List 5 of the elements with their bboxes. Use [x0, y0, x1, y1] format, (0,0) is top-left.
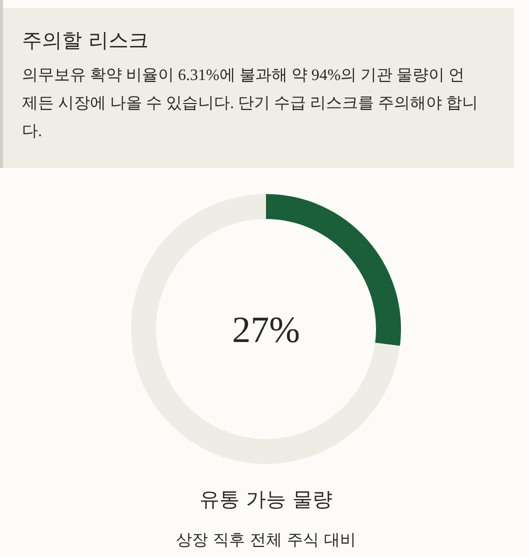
text: 상장 직후 전체 주식 대비 [176, 530, 356, 549]
text: 유통 가능 물량 [200, 487, 332, 511]
text: 의무보유 확약 비율이 6.31%에 불과해 약 94%의 기관 물량이 언제든 시장에 나올 수 있습니다. 단기 수급 리스크를 주의해야 합니다. [22, 66, 478, 142]
text: 주의할 리스크 [22, 27, 150, 53]
text: 27% [232, 310, 300, 351]
